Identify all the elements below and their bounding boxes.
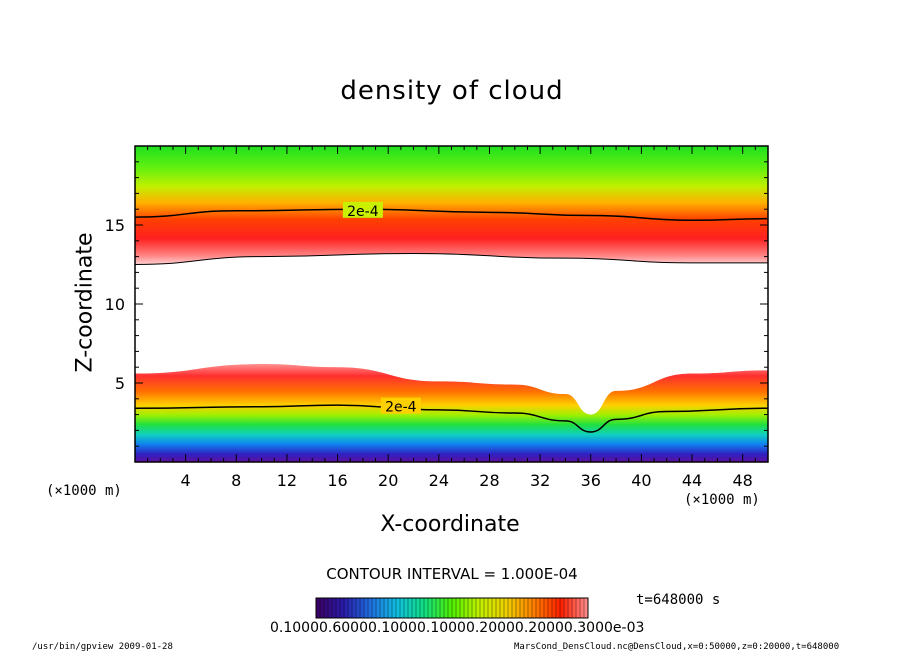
y-tick-label: 15: [105, 216, 125, 235]
x-tick-label: 40: [631, 471, 651, 490]
contour-interval: CONTOUR INTERVAL = 1.000E-04: [326, 565, 578, 583]
chart-title: density of cloud: [340, 76, 564, 106]
colorbar: [315, 597, 589, 619]
x-tick-label: 32: [530, 471, 550, 490]
x-tick-label: 28: [479, 471, 499, 490]
y-tick-label: 5: [115, 374, 125, 393]
contour-labels: 2e-4 2e-4: [342, 201, 421, 416]
colorbar-labels: 0.10000.60000.10000.10000.20000.20000.30…: [270, 620, 645, 636]
y-axis: 5 10 15: [105, 161, 768, 447]
contour-label: 2e-4: [347, 204, 379, 220]
lower-contour-line: [135, 404, 768, 433]
x-axis-label: X-coordinate: [380, 512, 520, 537]
lower-cloud-layer: [135, 364, 768, 462]
x-unit-right: (×1000 m): [684, 492, 760, 508]
x-tick-label: 24: [429, 471, 449, 490]
contour-label-bg: [342, 201, 383, 218]
x-tick-label: 36: [581, 471, 601, 490]
colorbar-stripes: [319, 598, 585, 618]
upper-layer-base-line: [135, 252, 768, 265]
x-tick-label: 16: [327, 471, 347, 490]
y-axis-label: Z-coordinate: [72, 232, 98, 373]
upper-contour-line: [135, 208, 768, 222]
upper-cloud-layer: [135, 146, 768, 265]
x-tick-label: 48: [733, 471, 753, 490]
footer-right: MarsCond_DensCloud.nc@DensCloud,x=0:5000…: [514, 642, 840, 652]
x-tick-label: 44: [682, 471, 702, 490]
x-axis: 4 8 12 16 20 24 28 32 36 40 44 48: [147, 146, 756, 490]
contour-label-bg: [380, 397, 421, 414]
x-tick-label: 8: [231, 471, 241, 490]
x-unit-left: (×1000 m): [46, 483, 122, 499]
y-tick-label: 10: [105, 295, 125, 314]
x-tick-label: 20: [378, 471, 398, 490]
x-tick-label: 4: [181, 471, 191, 490]
x-tick-label: 12: [277, 471, 297, 490]
contour-label: 2e-4: [385, 400, 417, 416]
time-stamp: t=648000 s: [636, 592, 721, 608]
footer-left: /usr/bin/gpview 2009-01-28: [32, 642, 173, 652]
